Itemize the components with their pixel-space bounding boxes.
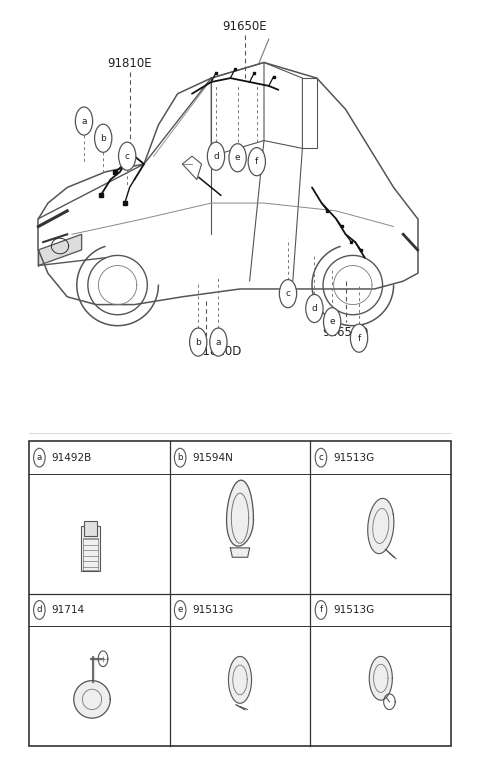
Text: e: e — [178, 605, 183, 615]
Text: 91513G: 91513G — [192, 605, 234, 615]
Circle shape — [210, 328, 227, 356]
Text: d: d — [213, 152, 219, 161]
Text: 91594N: 91594N — [192, 453, 233, 462]
Text: 91714: 91714 — [52, 605, 85, 615]
Text: 91492B: 91492B — [52, 453, 92, 462]
Text: c: c — [286, 289, 290, 298]
Circle shape — [315, 601, 327, 619]
Polygon shape — [368, 498, 394, 554]
Text: 91810D: 91810D — [195, 345, 241, 358]
Text: a: a — [216, 337, 221, 347]
Circle shape — [34, 601, 45, 619]
Circle shape — [34, 448, 45, 467]
Bar — [29, 441, 451, 746]
Text: b: b — [178, 453, 183, 462]
Polygon shape — [230, 548, 250, 558]
Text: 91513G: 91513G — [334, 605, 375, 615]
Text: e: e — [329, 317, 335, 326]
Text: 91513G: 91513G — [334, 453, 375, 462]
Polygon shape — [228, 657, 252, 703]
Circle shape — [174, 601, 186, 619]
Text: e: e — [235, 153, 240, 162]
Text: d: d — [36, 605, 42, 615]
Circle shape — [350, 324, 368, 352]
Text: b: b — [195, 337, 201, 347]
Polygon shape — [182, 156, 202, 180]
Polygon shape — [227, 480, 253, 546]
Text: a: a — [37, 453, 42, 462]
Circle shape — [306, 294, 323, 323]
Text: 91650E: 91650E — [223, 20, 267, 33]
Circle shape — [207, 142, 225, 170]
Text: d: d — [312, 304, 317, 313]
Text: f: f — [319, 605, 323, 615]
Circle shape — [324, 308, 341, 336]
Circle shape — [95, 124, 112, 152]
Circle shape — [315, 448, 327, 467]
Text: f: f — [358, 333, 360, 343]
Polygon shape — [369, 657, 392, 700]
Circle shape — [174, 448, 186, 467]
Polygon shape — [38, 234, 82, 266]
Bar — [84, 520, 97, 536]
Text: 91650D: 91650D — [323, 326, 369, 339]
Circle shape — [119, 142, 136, 170]
Bar — [81, 526, 100, 572]
Text: f: f — [255, 157, 258, 166]
Text: a: a — [81, 116, 87, 126]
Circle shape — [75, 107, 93, 135]
Polygon shape — [74, 681, 110, 718]
Circle shape — [229, 144, 246, 172]
Text: c: c — [319, 453, 324, 462]
Text: 91810E: 91810E — [108, 56, 152, 70]
Text: b: b — [100, 134, 106, 143]
Circle shape — [248, 148, 265, 176]
Circle shape — [279, 280, 297, 308]
Circle shape — [190, 328, 207, 356]
Text: c: c — [125, 152, 130, 161]
